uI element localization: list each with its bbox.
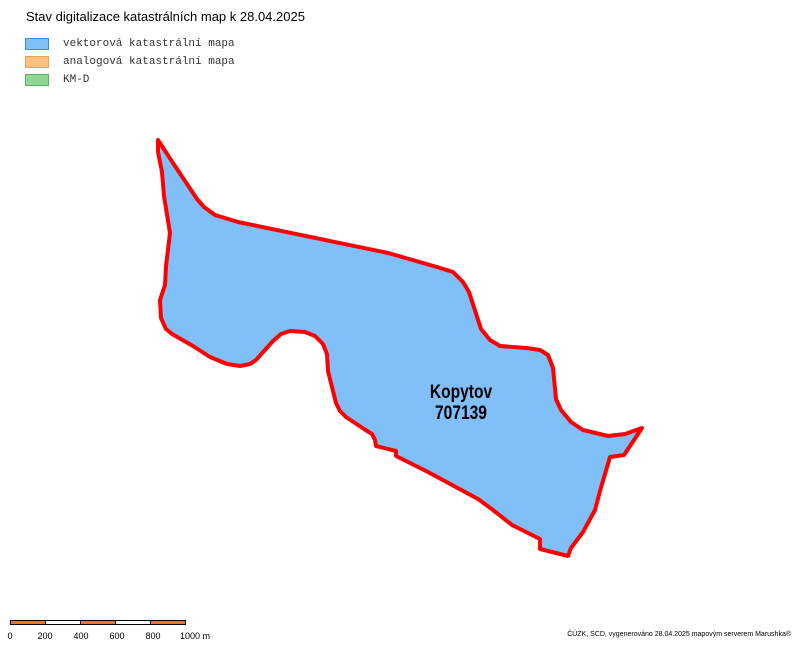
scale-label: 600 — [109, 631, 125, 641]
legend-item-analog: analogová katastrální mapa — [25, 53, 235, 71]
legend-swatch-analog — [25, 56, 49, 68]
legend-item-kmd: KM-D — [25, 71, 235, 89]
map-title: Stav digitalizace katastrálních map k 28… — [26, 9, 305, 24]
scale-segment — [45, 620, 81, 625]
parcel-polygon[interactable] — [156, 138, 644, 558]
legend-item-vector: vektorová katastrální mapa — [25, 35, 235, 53]
legend-label-kmd: KM-D — [63, 74, 90, 86]
scale-label: 0 — [7, 631, 13, 641]
legend: vektorová katastrální mapa analogová kat… — [25, 35, 235, 89]
scale-label: 800 — [145, 631, 161, 641]
scale-label: 1000 m — [179, 631, 211, 641]
legend-label-analog: analogová katastrální mapa — [63, 56, 235, 68]
scale-bar: 0 200 400 600 800 1000 m — [7, 620, 210, 641]
parcel-name-label: Kopytov — [430, 381, 493, 403]
scale-segment — [80, 620, 116, 625]
legend-label-vector: vektorová katastrální mapa — [63, 38, 235, 50]
legend-swatch-vector — [25, 38, 49, 50]
legend-swatch-kmd — [25, 74, 49, 86]
scale-label: 200 — [37, 631, 53, 641]
scale-segment — [115, 620, 151, 625]
parcel-code-label: 707139 — [435, 402, 487, 424]
scale-segment — [10, 620, 46, 625]
credit-text: ČÚZK, SCD, vygenerováno 28.04.2025 mapov… — [567, 631, 791, 638]
scale-segment — [150, 620, 186, 625]
scale-bar-segments — [10, 620, 186, 625]
scale-label: 400 — [73, 631, 89, 641]
